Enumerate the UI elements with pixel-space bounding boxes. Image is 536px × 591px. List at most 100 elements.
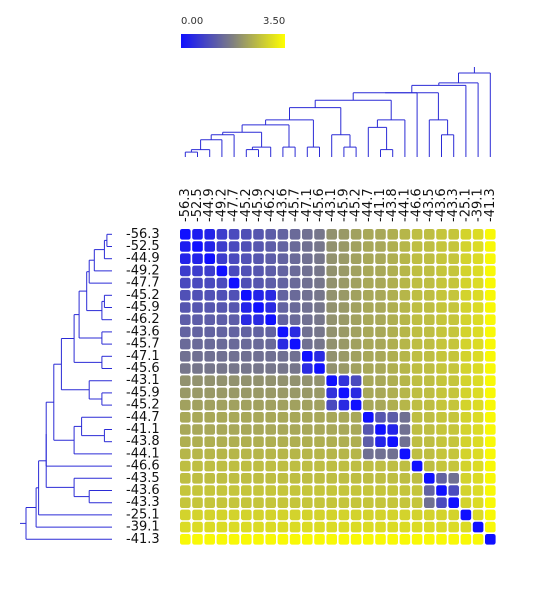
column-label: -56.3 bbox=[178, 188, 193, 222]
heatmap-cell bbox=[387, 497, 398, 508]
heatmap-cell bbox=[485, 412, 496, 423]
heatmap-cell bbox=[387, 436, 398, 447]
heatmap-cell bbox=[241, 534, 252, 545]
heatmap-cell bbox=[216, 485, 228, 496]
heatmap-cell bbox=[302, 460, 313, 472]
heatmap-cell bbox=[277, 473, 289, 484]
heatmap-cell bbox=[216, 412, 228, 423]
heatmap-cell bbox=[460, 424, 472, 435]
heatmap-cell bbox=[460, 473, 472, 484]
heatmap-cell bbox=[192, 290, 203, 301]
heatmap-cell bbox=[472, 338, 484, 350]
heatmap-cell bbox=[302, 326, 313, 338]
heatmap-cell bbox=[460, 375, 472, 386]
heatmap-cell bbox=[448, 241, 459, 252]
heatmap-cell bbox=[424, 241, 435, 252]
heatmap-cell bbox=[216, 387, 228, 399]
heatmap-cell bbox=[302, 253, 313, 264]
heatmap-cell bbox=[399, 436, 411, 447]
heatmap-cell bbox=[424, 497, 435, 508]
heatmap-cell bbox=[302, 363, 313, 374]
heatmap-cell bbox=[411, 473, 423, 484]
heatmap-cell bbox=[326, 338, 337, 350]
heatmap-cell bbox=[289, 485, 301, 496]
heatmap-cell bbox=[253, 326, 264, 338]
heatmap-cell bbox=[253, 509, 264, 521]
heatmap-cell bbox=[350, 521, 362, 533]
heatmap-cell bbox=[314, 277, 325, 289]
heatmap-cell bbox=[289, 229, 301, 240]
heatmap-cell bbox=[265, 436, 276, 447]
heatmap-cell bbox=[265, 363, 276, 374]
heatmap-cell bbox=[485, 229, 496, 240]
heatmap-cell bbox=[241, 473, 252, 484]
heatmap-cell bbox=[289, 534, 301, 545]
heatmap-cell bbox=[411, 229, 423, 240]
heatmap-cell bbox=[363, 302, 374, 313]
heatmap-cell bbox=[350, 399, 362, 411]
heatmap-cell bbox=[277, 412, 289, 423]
heatmap-cell bbox=[228, 497, 240, 508]
row-label: -46.2 bbox=[126, 312, 160, 327]
heatmap-cell bbox=[485, 253, 496, 264]
heatmap-cell bbox=[472, 412, 484, 423]
heatmap-cell bbox=[265, 460, 276, 472]
row-dendrogram bbox=[20, 233, 112, 540]
heatmap-cell bbox=[411, 521, 423, 533]
heatmap-cell bbox=[180, 241, 191, 252]
heatmap-cell bbox=[485, 290, 496, 301]
heatmap-cell bbox=[411, 387, 423, 399]
heatmap-cell bbox=[363, 424, 374, 435]
heatmap-cell bbox=[448, 534, 459, 545]
heatmap-cell bbox=[180, 265, 191, 277]
heatmap-cell bbox=[424, 534, 435, 545]
heatmap-cell bbox=[277, 363, 289, 374]
heatmap-cell bbox=[485, 534, 496, 545]
heatmap-cell bbox=[302, 436, 313, 447]
heatmap-cell bbox=[180, 521, 191, 533]
heatmap-cell bbox=[424, 265, 435, 277]
heatmap-cell bbox=[399, 326, 411, 338]
heatmap-cell bbox=[350, 253, 362, 264]
heatmap-cell bbox=[424, 351, 435, 362]
heatmap-cell bbox=[277, 436, 289, 447]
heatmap-cell bbox=[204, 460, 215, 472]
heatmap-cell bbox=[180, 229, 191, 240]
heatmap-cell bbox=[399, 229, 411, 240]
heatmap-cell bbox=[387, 253, 398, 264]
heatmap-cell bbox=[302, 241, 313, 252]
heatmap-cell bbox=[216, 521, 228, 533]
heatmap-cell bbox=[411, 338, 423, 350]
heatmap-cell bbox=[448, 338, 459, 350]
column-label: -52.5 bbox=[190, 188, 205, 222]
heatmap-cell bbox=[314, 534, 325, 545]
column-label: -43.3 bbox=[446, 188, 461, 222]
heatmap-cell bbox=[436, 326, 447, 338]
heatmap-cell bbox=[472, 265, 484, 277]
heatmap-cell bbox=[350, 485, 362, 496]
heatmap-cell bbox=[485, 363, 496, 374]
heatmap-cell bbox=[460, 412, 472, 423]
heatmap-cell bbox=[253, 241, 264, 252]
heatmap-cell bbox=[180, 253, 191, 264]
heatmap-cell bbox=[265, 399, 276, 411]
heatmap-cell bbox=[375, 290, 386, 301]
heatmap-cell bbox=[314, 229, 325, 240]
heatmap-cell bbox=[350, 302, 362, 313]
heatmap-cell bbox=[216, 534, 228, 545]
heatmap-cell bbox=[375, 485, 386, 496]
heatmap-cell bbox=[216, 290, 228, 301]
row-label: -41.3 bbox=[126, 532, 160, 547]
heatmap-cell bbox=[241, 241, 252, 252]
heatmap-cell bbox=[180, 497, 191, 508]
heatmap-cell bbox=[350, 436, 362, 447]
column-label: -45.7 bbox=[288, 188, 303, 222]
heatmap-cell bbox=[387, 387, 398, 399]
heatmap-cell bbox=[228, 351, 240, 362]
heatmap-cell bbox=[265, 229, 276, 240]
heatmap-cell bbox=[399, 351, 411, 362]
heatmap-cell bbox=[289, 460, 301, 472]
heatmap-cell bbox=[228, 265, 240, 277]
heatmap-cell bbox=[411, 534, 423, 545]
heatmap-cell bbox=[338, 424, 350, 435]
